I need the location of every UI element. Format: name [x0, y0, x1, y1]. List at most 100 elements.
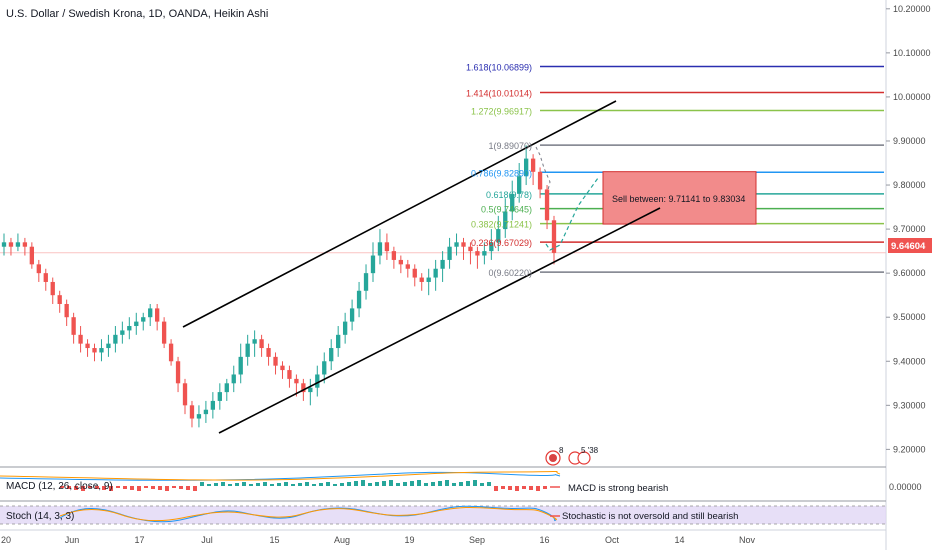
price-axis[interactable]: 10.20000 10.10000 10.00000 9.90000 9.80000 9.…	[886, 4, 931, 455]
macd-pane[interactable]: MACD (12, 26, close, 9) MACD is strong b…	[0, 466, 922, 494]
candle-body	[85, 343, 90, 349]
candle-body	[454, 242, 459, 247]
macd-histogram-bar	[158, 486, 162, 490]
macd-histogram-bar	[102, 486, 106, 490]
stoch-d-line	[59, 506, 557, 522]
macd-histogram-bar	[95, 486, 99, 489]
macd-histogram-bar	[522, 486, 526, 489]
macd-histogram-bar	[291, 484, 295, 486]
macd-histogram-bar	[298, 483, 302, 486]
candle-body	[489, 242, 494, 252]
macd-histogram-bar	[109, 486, 113, 491]
price-tick-label: 9.70000	[893, 224, 926, 234]
stoch-pane[interactable]: Stoch (14, 3, 3) Stochastic is not overs…	[0, 500, 886, 525]
macd-histogram-bar	[452, 483, 456, 486]
time-tick-label: 14	[674, 535, 684, 545]
time-tick-label: Jul	[201, 535, 213, 545]
macd-histogram-bar	[417, 480, 421, 486]
candle-body	[308, 387, 313, 393]
fib-level-label: 1.618(10.06899)	[466, 63, 532, 73]
macd-histogram-bar	[67, 486, 71, 489]
macd-histogram-bar	[207, 484, 211, 486]
price-tick-label: 9.30000	[893, 400, 926, 410]
macd-histogram-bar	[60, 486, 64, 488]
event-count: 8	[559, 446, 564, 455]
time-tick-label: 15	[269, 535, 279, 545]
time-tick-label: Oct	[605, 535, 620, 545]
price-tick-label: 10.10000	[893, 48, 931, 58]
macd-axis-label: 0.00000	[889, 482, 922, 492]
candle-body	[517, 176, 522, 194]
macd-title: MACD (12, 26, close, 9)	[6, 481, 113, 492]
macd-histogram-bar	[333, 484, 337, 486]
candle-body	[412, 268, 417, 278]
candle-body	[71, 317, 76, 335]
candle-body	[189, 405, 195, 419]
candle-body	[245, 343, 250, 357]
candle-body	[78, 334, 83, 344]
macd-histogram-bar	[340, 483, 344, 486]
candle-body	[29, 246, 35, 265]
macd-histogram-bar	[193, 486, 197, 491]
candle-body	[468, 246, 473, 252]
macd-histogram-bar	[424, 483, 428, 486]
macd-histogram-bar	[326, 482, 330, 486]
candle-body	[447, 246, 452, 260]
macd-histogram-bar	[284, 482, 288, 486]
candle-body	[496, 229, 501, 243]
candle-body	[273, 356, 278, 366]
time-tick-label: 20	[1, 535, 11, 545]
price-tick-label: 9.80000	[893, 180, 926, 190]
macd-histogram-bar	[116, 486, 120, 488]
channel-upper-line	[182, 100, 617, 328]
time-tick-label: 17	[134, 535, 144, 545]
fib-level-label: 0.618(9.78)	[486, 190, 532, 200]
candle-body	[377, 242, 383, 256]
macd-histogram-bar	[438, 481, 442, 486]
stoch-band	[0, 506, 886, 524]
macd-histogram-bar	[235, 483, 239, 486]
time-axis[interactable]: 20 Jun 17 Jul 15 Aug 19 Sep 16 Oct 14 Nov	[1, 535, 756, 545]
macd-histogram-bar	[81, 486, 85, 491]
macd-histogram-bar	[508, 486, 512, 490]
candle-body	[50, 281, 55, 296]
stoch-note: Stochastic is not oversold and still bea…	[562, 511, 738, 522]
macd-histogram-bar	[172, 486, 176, 488]
macd-histogram-bar	[277, 483, 281, 486]
candle-body	[15, 242, 21, 247]
macd-histogram-bar	[347, 482, 351, 486]
macd-histogram-bar	[256, 483, 260, 486]
price-tick-label: 10.00000	[893, 92, 931, 102]
candle-body	[210, 400, 216, 410]
candle-body	[134, 321, 139, 327]
candle-body	[301, 383, 306, 393]
macd-histogram-bar	[137, 486, 141, 491]
candle-body	[106, 343, 111, 349]
candle-body	[336, 334, 341, 349]
macd-histogram-bar	[431, 482, 435, 486]
candle-body	[391, 251, 397, 260]
candle-body	[287, 370, 292, 379]
candle-body	[57, 295, 62, 304]
macd-histogram-bar	[410, 481, 414, 486]
macd-histogram-bar	[361, 480, 365, 486]
macd-histogram-bar	[242, 482, 246, 486]
fib-level-label: 0.786(9.82890)	[471, 168, 532, 178]
time-tick-label: Nov	[739, 535, 756, 545]
price-tick-label: 9.50000	[893, 312, 926, 322]
candle-body	[551, 220, 557, 253]
fib-level-label: 1.414(10.01014)	[466, 88, 532, 98]
macd-histogram-bar	[186, 486, 190, 490]
macd-histogram-bar	[312, 484, 316, 486]
candle-body	[182, 383, 188, 406]
macd-histogram-bar	[130, 486, 134, 490]
candle-body	[64, 303, 69, 318]
candle-body	[231, 374, 236, 384]
economic-event-badge[interactable]: 8 5 '38	[545, 446, 599, 466]
current-price-label: 9.64604	[891, 241, 926, 252]
macd-histogram-bar	[529, 486, 533, 490]
macd-histogram-bar	[536, 486, 540, 491]
candle-body	[280, 365, 285, 371]
